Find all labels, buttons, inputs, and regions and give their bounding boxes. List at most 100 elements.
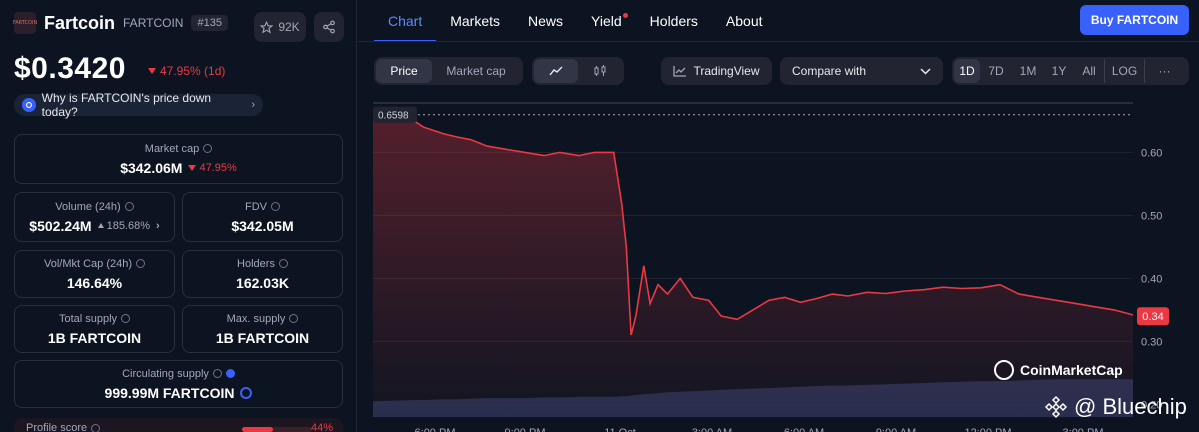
tab-yield[interactable]: Yield [577, 0, 636, 42]
tradingview-label: TradingView [693, 64, 760, 78]
y-tick-label: 0.20 [1141, 399, 1162, 411]
max-supply-card: Max. supply 1B FARTCOIN [182, 305, 343, 353]
supply-ring-icon [240, 386, 253, 399]
watchlist-count: 92K [278, 20, 300, 34]
price-line [373, 113, 1134, 336]
total-supply-label: Total supply [59, 313, 131, 325]
holders-value: 162.03K [236, 274, 289, 291]
info-icon [271, 202, 280, 211]
coin-logo: FARTCOIN [12, 12, 38, 34]
circulating-supply-value: 999.99M FARTCOIN [105, 385, 253, 401]
price-change-value: 47.95% (1d) [160, 64, 226, 78]
profile-score-bar [242, 427, 312, 432]
verified-icon [225, 369, 235, 378]
tab-news[interactable]: News [528, 13, 564, 29]
range-1d[interactable]: 1D [954, 59, 980, 83]
coinmarketcap-watermark: CoinMarketCap [994, 360, 1123, 380]
info-icon [212, 369, 222, 378]
vol-mkt-card: Vol/Mkt Cap (24h) 146.64% [14, 250, 175, 298]
market-cap-change: 47.95% [199, 161, 237, 174]
ai-icon [22, 98, 36, 112]
circulating-supply-label: Circulating supply [122, 368, 235, 380]
coin-symbol: FARTCOIN [123, 16, 184, 30]
coin-price: $0.3420 [14, 52, 126, 85]
y-tick-label: 0.50 [1141, 210, 1162, 222]
profile-score-value: 44% [310, 422, 333, 432]
rank-badge: #135 [191, 15, 228, 31]
info-icon [91, 423, 101, 432]
vol-mkt-label: Vol/Mkt Cap (24h) [44, 258, 146, 270]
watchlist-button[interactable]: 92K [254, 12, 306, 42]
coin-name: Fartcoin [44, 12, 116, 33]
max-supply-label: Max. supply [227, 313, 299, 325]
coin-header: FARTCOIN Fartcoin FARTCOIN #135 [12, 12, 228, 34]
line-chart-button[interactable] [534, 59, 578, 83]
share-button[interactable] [314, 12, 344, 42]
why-price-down-link[interactable]: Why is FARTCOIN's price down today? › [14, 91, 263, 119]
profile-score-card[interactable]: Profile score 44% [14, 418, 343, 432]
fdv-value: $342.05M [231, 217, 294, 234]
high-price-badge [373, 106, 417, 123]
info-icon [136, 259, 146, 268]
buy-button[interactable]: Buy FARTCOIN [1080, 5, 1189, 35]
high-price-label: 0.6598 [378, 111, 409, 122]
range-1y[interactable]: 1Y [1051, 64, 1067, 78]
candlestick-icon [594, 65, 606, 76]
chevron-down-icon [920, 67, 931, 75]
x-tick-label: 12:00 PM [964, 427, 1011, 432]
holders-card: Holders 162.03K [182, 250, 343, 298]
chart-tabs: Chart Markets News Yield Holders About [374, 0, 777, 42]
log-toggle[interactable]: LOG [1104, 59, 1144, 83]
chevron-right-icon: › [251, 99, 255, 111]
up-arrow-icon [97, 223, 104, 228]
range-all[interactable]: All [1082, 64, 1096, 78]
binance-icon [1044, 395, 1068, 419]
compare-select[interactable]: Compare with [780, 57, 943, 85]
y-tick-label: 0.40 [1141, 273, 1162, 285]
x-tick-label: 9:00 PM [505, 427, 546, 432]
volume-card[interactable]: Volume (24h) $502.24M 185.68% › [14, 192, 175, 242]
volume-value: $502.24M 185.68% › [29, 217, 160, 234]
tab-chart[interactable]: Chart [374, 0, 437, 42]
x-tick-label: 6:00 PM [415, 427, 456, 432]
market-cap-toggle[interactable]: Market cap [446, 64, 506, 78]
tab-about[interactable]: About [725, 13, 763, 29]
price-chart[interactable]: 0.60 0.50 0.40 0.30 0.20 6:00 PM 9:00 PM 11 Oct… [373, 102, 1199, 432]
x-tick-label: 9:00 AM [876, 427, 916, 432]
x-tick-label: 3:00 PM [1063, 427, 1104, 432]
more-options-button[interactable]: ··· [1144, 59, 1184, 83]
market-cap-label: Market cap [145, 143, 213, 155]
x-tick-label: 3:00 AM [692, 427, 732, 432]
profile-score-fill [242, 427, 273, 432]
cmc-watermark-text: CoinMarketCap [1020, 362, 1123, 378]
volume-label: Volume (24h) [55, 201, 134, 213]
compare-label: Compare with [792, 64, 867, 78]
circulating-supply-card: Circulating supply 999.99M FARTCOIN [14, 360, 343, 408]
market-cap-value: $342.06M 47.95% [120, 159, 237, 176]
tab-markets[interactable]: Markets [450, 13, 501, 29]
y-tick-label: 0.30 [1141, 336, 1162, 348]
down-arrow-icon [148, 68, 156, 74]
line-chart-icon [549, 66, 563, 76]
coin-info-panel: FARTCOIN Fartcoin FARTCOIN #135 92K $0.3… [0, 0, 357, 432]
x-tick-label: 11 Oct [604, 427, 636, 432]
tradingview-button[interactable]: TradingView [661, 57, 772, 85]
bluechip-text: @ Bluechip [1074, 394, 1187, 419]
range-1m[interactable]: 1M [1019, 64, 1037, 78]
total-supply-card: Total supply 1B FARTCOIN [14, 305, 175, 353]
fdv-card: FDV $342.05M [182, 192, 343, 242]
fdv-label: FDV [245, 201, 280, 213]
y-tick-label: 0.60 [1141, 147, 1162, 159]
coin-logo-text: FARTCOIN [12, 20, 38, 26]
chevron-right-icon: › [156, 219, 160, 232]
tab-holders[interactable]: Holders [649, 13, 698, 29]
info-icon [124, 202, 134, 211]
cmc-logo-icon [994, 360, 1014, 380]
candle-chart-button[interactable] [578, 59, 622, 83]
notification-dot [622, 13, 628, 18]
max-supply-value: 1B FARTCOIN [215, 329, 310, 346]
chart-type-toggle [532, 57, 624, 85]
bluechip-watermark: @ Bluechip [1044, 394, 1187, 420]
range-7d[interactable]: 7D [988, 64, 1004, 78]
price-toggle[interactable]: Price [376, 59, 432, 83]
